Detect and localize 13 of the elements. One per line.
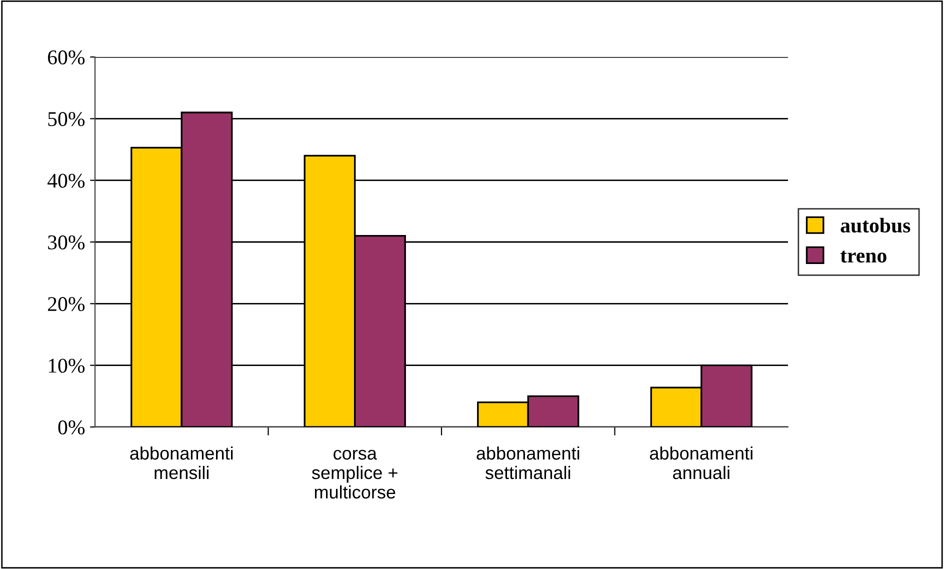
y-tick-label: 0% xyxy=(58,420,85,434)
y-tick-label: 40% xyxy=(48,174,85,188)
x-tick-label: abbonamenti mensili xyxy=(130,446,233,480)
y-tick-label: 60% xyxy=(48,50,85,64)
x-tick-label: abbonamenti settimanali xyxy=(476,446,580,480)
x-tick-label: abbonamenti annuali xyxy=(650,446,752,480)
x-tick-label: corsa semplice + multicorse xyxy=(312,450,398,499)
y-tick-label: 30% xyxy=(48,235,85,250)
legend-label: treno xyxy=(840,250,886,263)
legend-label: autobus xyxy=(840,218,910,233)
y-tick-label: 50% xyxy=(48,112,85,126)
y-tick-label: 20% xyxy=(48,297,85,312)
y-tick-label: 10% xyxy=(48,358,85,373)
